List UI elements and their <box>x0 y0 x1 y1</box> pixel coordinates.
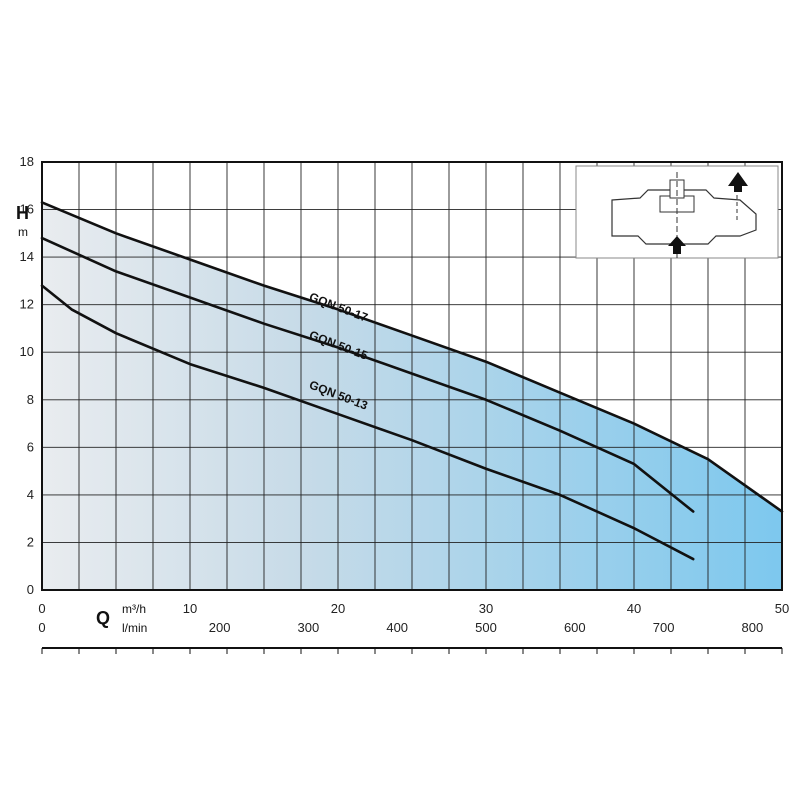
x2-tick-label: 0 <box>38 620 45 635</box>
pump-cross-section-icon <box>575 165 779 259</box>
y-tick-label: 10 <box>20 344 34 359</box>
y-tick-label: 0 <box>27 582 34 597</box>
y-tick-label: 18 <box>20 154 34 169</box>
y-axis-unit: m <box>18 225 28 239</box>
y-axis-ticks: 0 2 4 6 8 10 12 14 16 18 <box>20 154 34 597</box>
x-axis-letter: Q <box>96 608 110 628</box>
y-tick-label: 6 <box>27 439 34 454</box>
x2-tick-label: 300 <box>298 620 320 635</box>
y-tick-label: 2 <box>27 534 34 549</box>
y-tick-label: 16 <box>20 202 34 217</box>
y-tick-label: 8 <box>27 392 34 407</box>
x-tick-label: 0 <box>38 601 45 616</box>
x-axis-unit-m3h: m³/h <box>122 602 146 616</box>
x-tick-label: 40 <box>627 601 641 616</box>
secondary-axis-tickmarks <box>41 648 783 654</box>
x-tick-label: 30 <box>479 601 493 616</box>
y-tick-label: 4 <box>27 487 34 502</box>
series-line-2 <box>40 284 695 561</box>
y-axis-letter: H <box>16 203 29 223</box>
x-axis-ticks-lmin: 0 200 300 400 500 600 700 800 <box>38 620 763 635</box>
x2-tick-label: 600 <box>564 620 586 635</box>
x-tick-label: 20 <box>331 601 345 616</box>
plot-frame <box>41 161 783 591</box>
x-tick-label: 50 <box>775 601 789 616</box>
series-line-1 <box>40 236 695 513</box>
x2-tick-label: 800 <box>742 620 764 635</box>
x-axis-ticks-m3h: 0 10 20 30 40 50 <box>38 601 789 616</box>
y-tick-label: 14 <box>20 249 34 264</box>
x2-tick-label: 500 <box>475 620 497 635</box>
x2-tick-label: 700 <box>653 620 675 635</box>
x2-tick-label: 400 <box>386 620 408 635</box>
series-lines <box>40 201 784 561</box>
x2-tick-label: 200 <box>209 620 231 635</box>
x-axis-unit-lmin: l/min <box>122 621 147 635</box>
x-tick-label: 10 <box>183 601 197 616</box>
series-line-0 <box>40 201 784 513</box>
y-tick-label: 12 <box>20 297 34 312</box>
